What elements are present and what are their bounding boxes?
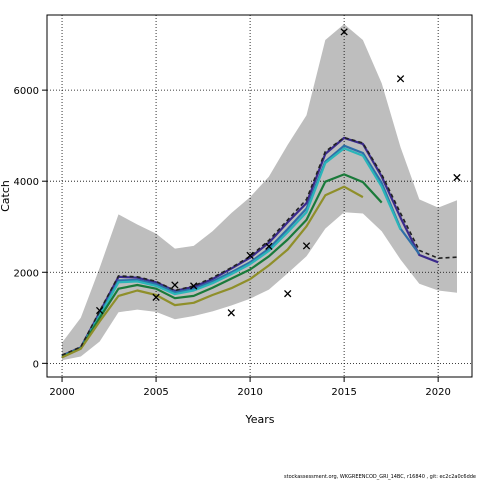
observed-point-stroke	[152, 293, 160, 301]
series-line-4	[61, 173, 383, 358]
series-line-1	[61, 136, 439, 357]
observed-point-stroke	[265, 242, 273, 250]
observed-points-layer	[95, 28, 461, 317]
observed-point-stroke	[227, 309, 235, 317]
series-layer	[61, 136, 458, 359]
y-tick-label: 0	[33, 359, 39, 370]
observed-point	[190, 282, 198, 290]
observed-point	[246, 251, 254, 260]
y-tick-label: 6000	[14, 86, 39, 97]
series-line-3	[61, 147, 402, 358]
observed-point	[302, 242, 311, 250]
y-axis-label: Catch	[0, 180, 12, 212]
y-tick-label: 4000	[14, 177, 39, 188]
observed-point-stroke	[302, 242, 311, 250]
confidence-band	[62, 24, 457, 361]
observed-point-stroke	[396, 75, 405, 83]
observed-point-stroke	[246, 251, 254, 260]
observed-point-stroke	[190, 282, 198, 290]
axes-layer: 2000 2005 2010 2015 2020 0 2000 4000 6000	[14, 14, 473, 398]
series-line-2	[61, 144, 421, 358]
y-tick-label: 2000	[14, 268, 39, 279]
observed-point-stroke	[171, 281, 179, 289]
observed-point	[227, 309, 235, 317]
series-line-6	[61, 136, 458, 356]
confidence-band-layer	[62, 24, 457, 361]
footer-note: stockassessment.org, WKGREENCOD_GRI_14BC…	[284, 474, 476, 480]
series-line-5	[61, 185, 364, 359]
observed-point	[453, 173, 461, 182]
x-tick-label: 2015	[331, 387, 356, 398]
observed-point-stroke	[453, 173, 461, 182]
observed-point	[284, 290, 292, 298]
x-tick-label: 2020	[425, 387, 450, 398]
x-tick-label: 2005	[143, 387, 168, 398]
x-tick-label: 2010	[237, 387, 262, 398]
observed-point	[265, 242, 273, 250]
x-tick-label: 2000	[49, 387, 74, 398]
observed-point	[171, 281, 179, 289]
grid-layer	[47, 15, 472, 377]
observed-point	[340, 28, 348, 36]
observed-point-stroke	[340, 28, 348, 36]
x-axis-label: Years	[244, 413, 274, 426]
observed-point-stroke	[284, 290, 292, 298]
observed-point	[95, 306, 104, 315]
observed-point	[396, 75, 405, 83]
plot-frame	[46, 14, 473, 378]
observed-point	[152, 293, 160, 301]
observed-point-stroke	[95, 306, 104, 315]
